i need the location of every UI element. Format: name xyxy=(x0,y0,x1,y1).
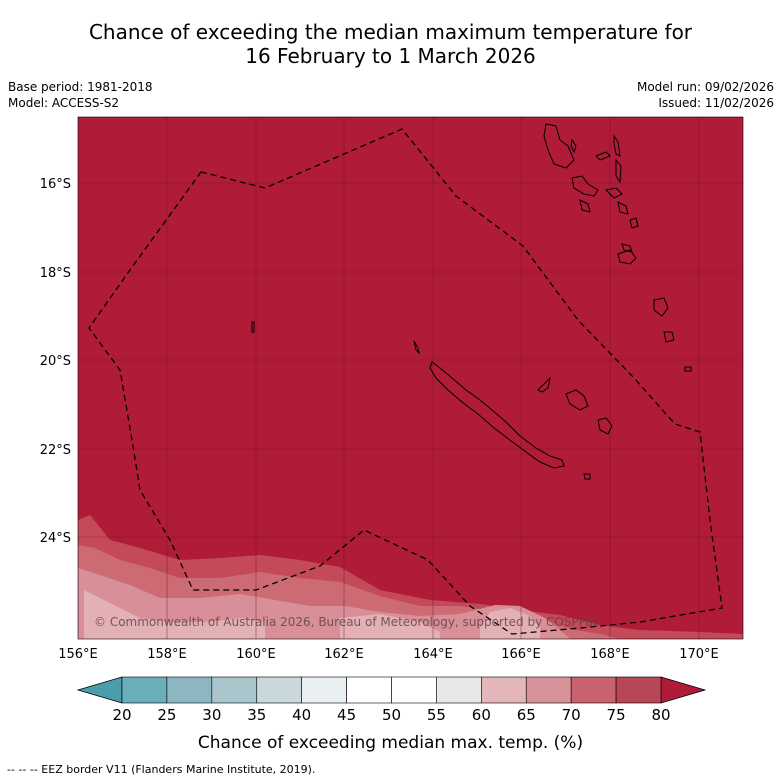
colorbar-tick-label: 45 xyxy=(337,706,356,724)
colorbar-tick-label: 65 xyxy=(517,706,536,724)
belep-islands xyxy=(413,340,420,355)
colorbar-segment xyxy=(211,676,258,704)
lon-label: 160°E xyxy=(236,647,276,662)
lat-label: 24°S xyxy=(40,531,71,546)
colorbar-segment xyxy=(256,676,302,704)
map-background xyxy=(78,117,743,639)
loyalty-island-mare xyxy=(597,417,613,435)
colorbar-segment xyxy=(436,676,482,704)
aneityum xyxy=(653,297,669,317)
colorbar-segment xyxy=(301,676,347,704)
band-60-region xyxy=(84,590,265,639)
colorbar-tick-label: 20 xyxy=(112,706,131,724)
lon-label: 158°E xyxy=(147,647,187,662)
graticule xyxy=(78,117,743,639)
new-caledonia-coastline xyxy=(429,361,565,469)
lon-label: 168°E xyxy=(590,647,630,662)
colorbar-segment xyxy=(481,676,527,704)
map-frame xyxy=(77,116,744,640)
lat-label: 18°S xyxy=(40,266,71,281)
colorbar: 20 25 30 35 40 45 50 55 60 65 70 75 80 xyxy=(76,676,707,724)
lon-label: 166°E xyxy=(501,647,541,662)
ambae xyxy=(595,151,611,161)
band-65-region xyxy=(78,568,570,639)
colorbar-tick-label: 50 xyxy=(382,706,401,724)
colorbar-segment xyxy=(570,676,617,704)
tanna xyxy=(617,249,637,265)
espiritu-santo xyxy=(543,123,575,169)
epi xyxy=(579,199,591,213)
colorbar-segment xyxy=(121,676,168,704)
map-title-line2: 16 February to 1 March 2026 xyxy=(245,44,536,68)
malakula xyxy=(571,175,599,197)
efate xyxy=(629,217,639,229)
isle-of-pines xyxy=(583,473,591,480)
maewo xyxy=(613,134,621,157)
lon-label: 156°E xyxy=(58,647,98,662)
colorbar-tick-label: 80 xyxy=(651,706,670,724)
meta-left: Base period: 1981-2018 Model: ACCESS-S2 xyxy=(8,79,153,111)
vanuatu-small-island xyxy=(617,201,629,215)
colorbar-segment xyxy=(346,676,392,704)
vanuatu-south-island xyxy=(663,331,675,343)
loyalty-island-lifou xyxy=(565,389,589,411)
lon-label: 162°E xyxy=(324,647,364,662)
colorbar-tick-label: 55 xyxy=(427,706,446,724)
colorbar-segment xyxy=(525,676,572,704)
colorbar-segment xyxy=(166,676,213,704)
colorbar-tick-label: 60 xyxy=(472,706,491,724)
colorbar-segment xyxy=(391,676,437,704)
loyalty-island-ouvea xyxy=(537,376,551,393)
chesterfield-reef xyxy=(251,321,255,333)
colorbar-tick-label: 35 xyxy=(247,706,266,724)
colorbar-tick-label: 70 xyxy=(562,706,581,724)
model-name: Model: ACCESS-S2 xyxy=(8,96,120,110)
lat-label: 22°S xyxy=(40,443,71,458)
lon-label: 170°E xyxy=(679,647,719,662)
issued-date: Issued: 11/02/2026 xyxy=(658,96,774,110)
map-title-line1: Chance of exceeding the median maximum t… xyxy=(88,20,693,44)
vanuatu-island xyxy=(570,138,577,154)
matthew-islet xyxy=(684,366,692,372)
pentecost xyxy=(615,158,622,184)
eez-border-west xyxy=(88,128,723,635)
lat-label: 20°S xyxy=(40,354,71,369)
colorbar-segment xyxy=(615,676,662,704)
base-period: Base period: 1981-2018 xyxy=(8,80,153,94)
copyright-text: © Commonwealth of Australia 2026, Bureau… xyxy=(94,615,599,629)
band-60-region-2 xyxy=(340,614,440,639)
colorbar-tick-label: 25 xyxy=(157,706,176,724)
eez-legend-note: -- -- -- EEZ border V11 (Flanders Marine… xyxy=(7,763,316,776)
colorbar-tick-label: 30 xyxy=(202,706,221,724)
colorbar-label: Chance of exceeding median max. temp. (%… xyxy=(197,733,584,753)
lat-label: 16°S xyxy=(40,177,71,192)
ambrym xyxy=(604,187,623,199)
meta-right: Model run: 09/02/2026 Issued: 11/02/2026 xyxy=(637,79,774,111)
lon-label: 164°E xyxy=(413,647,453,662)
colorbar-extend-under xyxy=(76,676,123,704)
model-run: Model run: 09/02/2026 xyxy=(636,80,774,94)
band-60-region-3 xyxy=(480,608,540,639)
colorbar-tick-label: 75 xyxy=(607,706,626,724)
colorbar-tick-label: 40 xyxy=(292,706,311,724)
colorbar-extend-over xyxy=(660,676,707,704)
